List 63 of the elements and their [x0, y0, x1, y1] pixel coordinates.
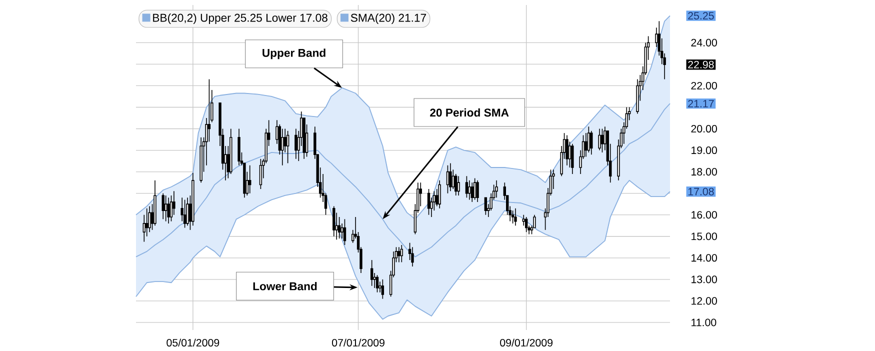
candlestick [335, 212, 338, 240]
candlestick [142, 214, 146, 242]
candlestick [205, 118, 208, 166]
annotation: 17.08 [688, 188, 714, 196]
candlestick [146, 208, 148, 237]
y-tick-label: 14.00 [692, 254, 717, 262]
candlestick [378, 281, 382, 293]
candlestick [430, 197, 433, 218]
legend-label: BB(20,2) Upper 25.25 Lower 17.08 [153, 13, 328, 24]
line-series [136, 180, 670, 320]
y-tick-label: 19.00 [692, 146, 717, 154]
x-tick-label: 09/01/2009 [500, 338, 553, 347]
x-tick-label: 07/01/2009 [332, 338, 384, 347]
line-series [136, 103, 670, 258]
candlestick [238, 128, 240, 166]
candlestick [281, 128, 284, 166]
candlestick [566, 134, 568, 166]
candlestick [438, 180, 441, 209]
y-tick-label: 18.00 [692, 168, 717, 176]
y-tick-label: 13.00 [692, 276, 717, 284]
candlestick [598, 128, 601, 151]
annotation: 20 Period SMA [430, 108, 509, 117]
candlestick [457, 176, 460, 196]
annotation: Upper Band [262, 48, 326, 60]
candlestick [660, 38, 664, 65]
candlestick [552, 169, 555, 190]
candlestick [373, 272, 376, 288]
candlestick [148, 206, 151, 232]
x-tick-label: 05/01/2009 [166, 338, 220, 347]
y-tick-label: 22.00 [691, 82, 717, 90]
y-tick-label: 15.00 [692, 232, 717, 240]
candlestick [514, 208, 517, 226]
candlestick [449, 162, 452, 192]
y-tick-label: 11.00 [692, 318, 716, 326]
annotation: 22.98 [688, 60, 714, 68]
candlestick [470, 182, 474, 202]
y-tick-label: 16.00 [692, 211, 717, 219]
y-tick-label: 20.00 [691, 124, 717, 133]
candlestick [468, 180, 471, 200]
candlestick [495, 180, 498, 198]
candlestick [655, 27, 658, 48]
y-tick-label: 12.00 [692, 297, 717, 305]
candlestick [167, 197, 170, 224]
candlestick [180, 197, 184, 222]
candlestick [332, 206, 336, 237]
candlestick [192, 172, 194, 226]
candlestick [340, 223, 344, 239]
candlestick [419, 182, 422, 207]
annotation: 21.17 [688, 100, 714, 108]
candlestick [208, 78, 211, 142]
candlestick [230, 128, 232, 174]
candlestick [248, 164, 252, 194]
candlestick [294, 128, 298, 160]
candlestick [663, 53, 666, 80]
y-tick-label: 24.00 [691, 38, 717, 46]
candlestick [584, 132, 588, 158]
candlestick [625, 106, 628, 130]
legend-label: SMA(20) 21.17 [350, 13, 426, 24]
candlestick [411, 246, 414, 267]
candlestick [398, 246, 400, 263]
annotation: Lower Band [253, 282, 317, 290]
candlestick [172, 190, 176, 216]
annotation: 25.25 [688, 12, 714, 20]
